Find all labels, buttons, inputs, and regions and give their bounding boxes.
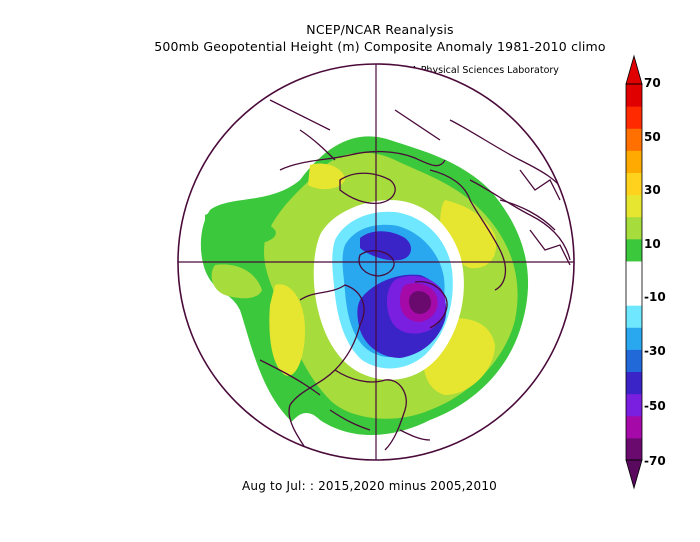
- colorbar-tick-label: -10: [644, 290, 666, 304]
- colorbar-segment: [626, 349, 642, 373]
- credit-label: NOAA Physical Sciences Laboratory: [390, 65, 559, 76]
- title-line-2: 500mb Geopotential Height (m) Composite …: [154, 39, 606, 54]
- colorbar-tick-label: 70: [644, 76, 661, 90]
- coastlines: [259, 99, 571, 456]
- colorbar-segment: [626, 194, 642, 218]
- map-boundary: [177, 63, 575, 461]
- colorbar-segment: [626, 260, 642, 284]
- colorbar-segment: [626, 327, 642, 350]
- colorbar-segment: [626, 216, 642, 240]
- colorbar-tick-label: -70: [644, 454, 666, 468]
- colorbar-tick-label: -30: [644, 344, 666, 358]
- colorbar-outline: [625, 83, 643, 461]
- colorbar-segment: [626, 172, 642, 196]
- colorbar-segment: [626, 128, 642, 151]
- anomaly-field: [178, 64, 574, 460]
- colorbar-tick-label: 30: [644, 183, 661, 197]
- title-line-1: NCEP/NCAR Reanalysis: [306, 22, 454, 37]
- colorbar-segment: [626, 238, 642, 262]
- footer-caption: Aug to Jul: : 2015,2020 minus 2005,2010: [242, 479, 498, 493]
- colorbar-segment: [626, 283, 642, 306]
- colorbar-segment: [626, 393, 642, 417]
- colorbar-segment: [626, 84, 642, 107]
- colorbar-segment: [626, 415, 642, 439]
- colorbar-segment: [626, 305, 642, 328]
- colorbar-tick-label: 50: [644, 130, 661, 144]
- colorbar-min-arrow: [625, 459, 643, 490]
- colorbar-segment: [626, 437, 642, 461]
- colorbar-tick-label: 10: [644, 237, 661, 251]
- colorbar-segment: [626, 371, 642, 395]
- colorbar-segment: [626, 106, 642, 129]
- colorbar: [625, 54, 643, 490]
- colorbar-segment: [626, 150, 642, 173]
- colorbar-max-arrow: [625, 54, 643, 85]
- colorbar-tick-label: -50: [644, 399, 666, 413]
